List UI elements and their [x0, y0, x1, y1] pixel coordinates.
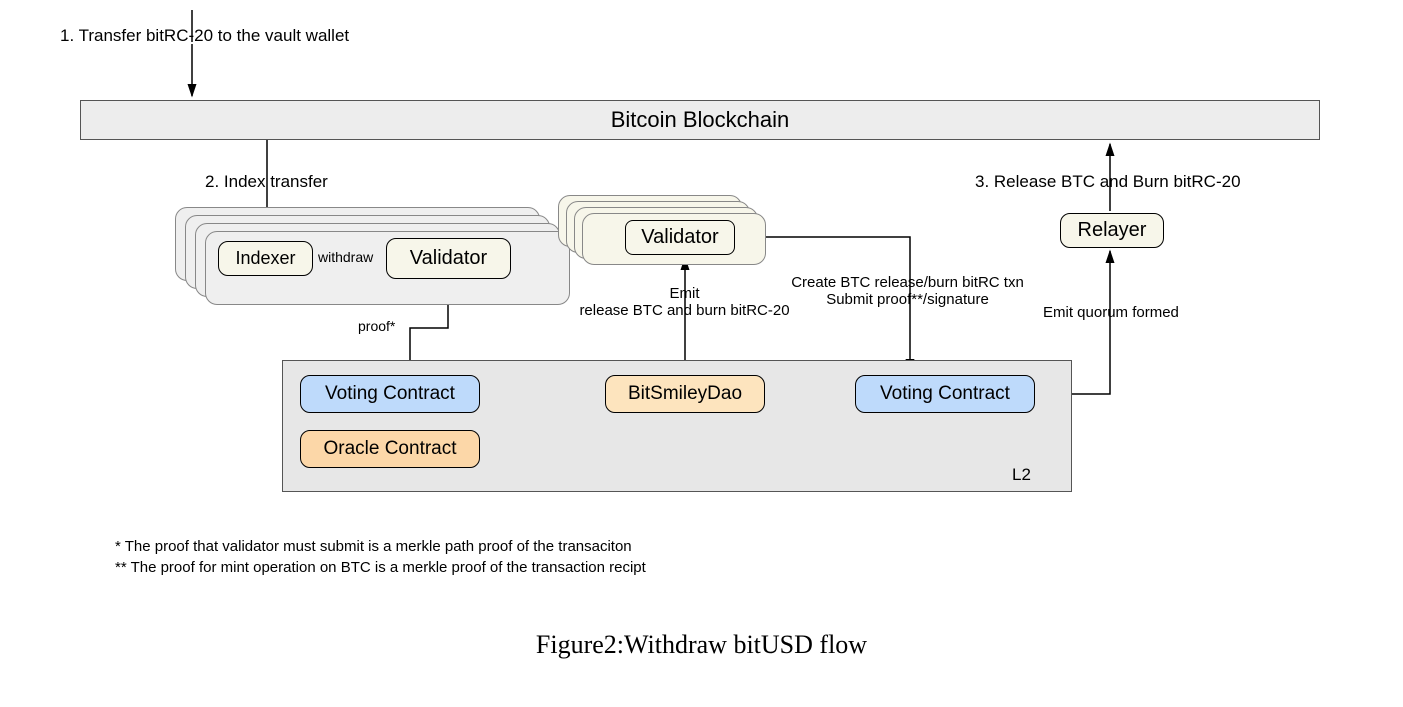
diagram-canvas: 1. Transfer bitRC-20 to the vault wallet… — [0, 0, 1403, 707]
create-line1: Create BTC release/burn bitRC txn — [780, 274, 1035, 291]
oracle-label: Oracle Contract — [323, 438, 456, 460]
voting-contract-1: Voting Contract — [300, 375, 480, 413]
indexer-label: Indexer — [235, 248, 295, 269]
bitsmiley-dao: BitSmileyDao — [605, 375, 765, 413]
voting2-label: Voting Contract — [880, 383, 1010, 405]
create-line2: Submit proof**/signature — [780, 291, 1035, 308]
emit-quorum-label: Emit quorum formed — [1043, 304, 1179, 321]
withdraw-label: withdraw — [318, 249, 373, 265]
l2-label: L2 — [1012, 465, 1031, 485]
bitsmiley-label: BitSmileyDao — [628, 383, 742, 405]
emit-release-label: Emit release BTC and burn bitRC-20 — [562, 285, 807, 319]
bitcoin-blockchain-label: Bitcoin Blockchain — [611, 107, 790, 133]
step1-label: 1. Transfer bitRC-20 to the vault wallet — [60, 26, 349, 46]
validator2-label: Validator — [641, 226, 718, 249]
validator2-box: Validator — [625, 220, 735, 255]
footnote-2: ** The proof for mint operation on BTC i… — [115, 557, 646, 578]
footnotes: * The proof that validator must submit i… — [115, 536, 646, 578]
emit-line2: release BTC and burn bitRC-20 — [562, 302, 807, 319]
oracle-contract: Oracle Contract — [300, 430, 480, 468]
indexer-box: Indexer — [218, 241, 313, 276]
emit-line1: Emit — [562, 285, 807, 302]
bitcoin-blockchain-bar: Bitcoin Blockchain — [80, 100, 1320, 140]
step3-label: 3. Release BTC and Burn bitRC-20 — [975, 172, 1241, 192]
footnote-1: * The proof that validator must submit i… — [115, 536, 646, 557]
proof-label: proof* — [358, 318, 395, 334]
voting-contract-2: Voting Contract — [855, 375, 1035, 413]
relayer-label: Relayer — [1078, 219, 1147, 242]
voting1-label: Voting Contract — [325, 383, 455, 405]
relayer-box: Relayer — [1060, 213, 1164, 248]
validator1-box: Validator — [386, 238, 511, 279]
validator1-label: Validator — [410, 247, 487, 270]
create-submit-label: Create BTC release/burn bitRC txn Submit… — [780, 274, 1035, 308]
step2-label: 2. Index transfer — [205, 172, 328, 192]
figure-caption: Figure2:Withdraw bitUSD flow — [0, 630, 1403, 660]
